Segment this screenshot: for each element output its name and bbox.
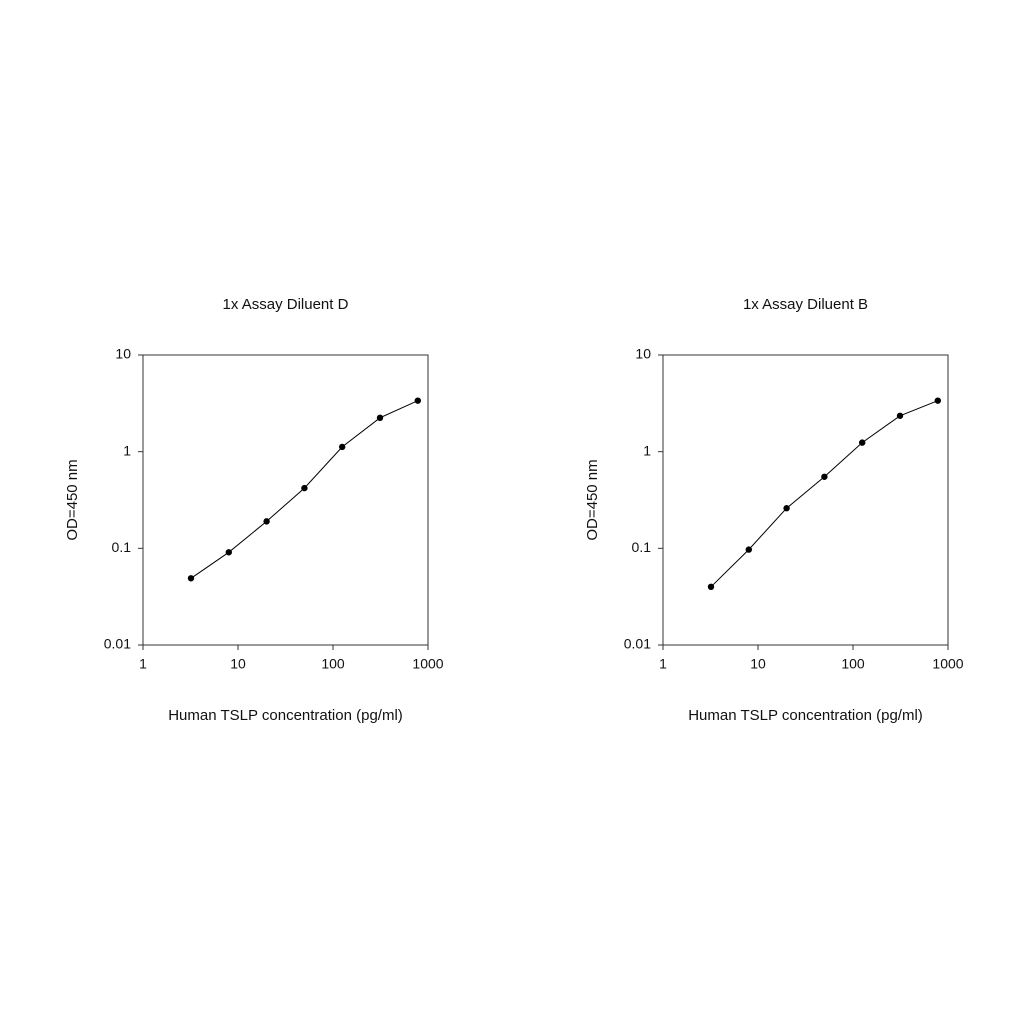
plot-frame <box>142 354 429 646</box>
x-tick-label: 100 <box>841 656 865 672</box>
y-tick-label: 1 <box>643 442 651 458</box>
line <box>710 400 938 588</box>
point <box>187 575 195 582</box>
y-tick-label: 0.1 <box>632 539 652 555</box>
x-axis-label: Human TSLP concentration (pg/ml) <box>168 707 403 724</box>
plot-frame <box>662 354 949 646</box>
point <box>263 518 270 525</box>
point <box>376 414 384 422</box>
x-tick-label: 10 <box>230 656 246 672</box>
point <box>414 397 422 404</box>
y-tick-label: 10 <box>635 346 651 362</box>
point <box>707 583 715 591</box>
x-tick-label: 1 <box>659 656 667 672</box>
y-tick-label: 0.01 <box>104 636 131 652</box>
point <box>934 397 942 404</box>
point <box>821 473 828 480</box>
x-tick-label: 10 <box>750 656 766 672</box>
point <box>339 443 346 451</box>
x-tick-label: 1 <box>139 656 147 672</box>
point <box>745 546 752 553</box>
x-tick-label: 100 <box>321 656 345 672</box>
y-axis-label: OD=450 nm <box>64 459 81 540</box>
y-axis-label: OD=450 nm <box>584 459 601 540</box>
point <box>859 439 866 446</box>
y-tick-label: 10 <box>115 346 131 362</box>
point <box>301 484 308 492</box>
point <box>783 505 790 512</box>
y-tick-label: 0.01 <box>624 636 651 652</box>
x-tick-label: 1000 <box>412 656 443 672</box>
y-tick-label: 1 <box>123 442 131 458</box>
x-tick-label: 1000 <box>932 656 963 672</box>
chart-title: 1x Assay Diluent D <box>223 296 349 313</box>
point <box>225 549 232 556</box>
y-tick-label: 0.1 <box>112 539 132 555</box>
x-axis-label: Human TSLP concentration (pg/ml) <box>688 707 923 724</box>
chart-title: 1x Assay Diluent B <box>743 296 868 313</box>
point <box>896 412 904 419</box>
